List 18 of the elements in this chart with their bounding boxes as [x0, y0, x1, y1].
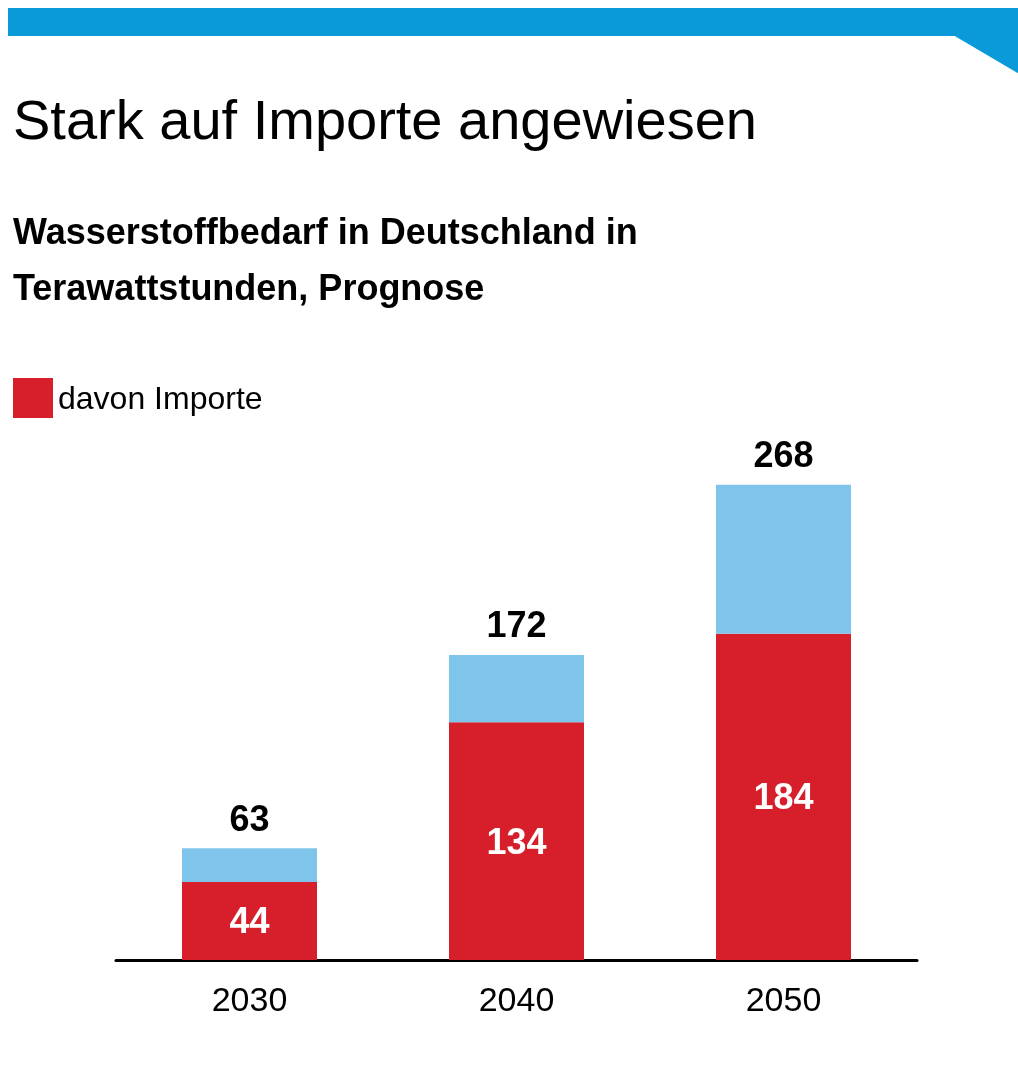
chart-subtitle: Wasserstoffbedarf in Deutschland in Terawattstunden, Prognose [13, 210, 638, 308]
data-label: 44 [229, 900, 270, 942]
bar [182, 848, 317, 882]
total-label: 268 [753, 434, 814, 476]
x-tick-label: 2050 [745, 980, 822, 1018]
bar [449, 654, 584, 723]
x-tick-label: 2030 [211, 980, 288, 1018]
data-label: 184 [753, 776, 814, 818]
total-label: 63 [229, 797, 270, 839]
x-tick-label: 2040 [478, 980, 555, 1018]
total-label: 172 [486, 604, 547, 646]
legend-label: davon Importe [58, 380, 263, 416]
data-label: 134 [486, 820, 547, 862]
bar [716, 484, 851, 634]
bar [716, 633, 851, 960]
bar [449, 722, 584, 960]
chart-title: Stark auf Importe angewiesen [13, 87, 757, 151]
bar [182, 881, 317, 960]
